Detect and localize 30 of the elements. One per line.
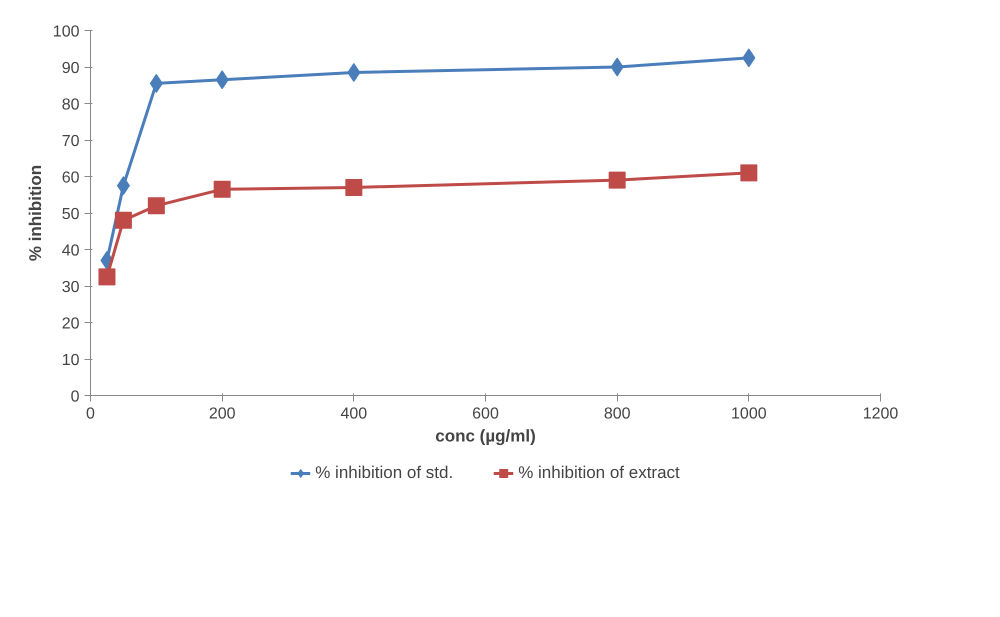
point [214, 180, 231, 198]
point [114, 212, 132, 229]
point [98, 268, 116, 286]
x-tick-label: 400 [340, 406, 368, 422]
y-tick-label: 50 [62, 206, 80, 223]
point [608, 172, 626, 189]
y-tick-label: 60 [62, 170, 80, 186]
y-tick-label: 80 [62, 96, 80, 114]
y-tick-label: 100 [52, 24, 80, 40]
y-tick-label: 10 [62, 352, 80, 369]
y-tick-label: 70 [62, 133, 80, 150]
x-tick-label: 200 [208, 406, 236, 422]
y-axis-title: % inhibition [26, 164, 45, 262]
y-tick-label: 20 [62, 316, 80, 332]
legend-label: % inhibition of std. [315, 463, 454, 483]
point [610, 58, 624, 76]
point [345, 178, 362, 196]
y-tick-label: 40 [62, 242, 80, 260]
x-tick-label: 1000 [731, 406, 767, 422]
y-tick-label: 30 [62, 279, 80, 296]
y-tick-label: 90 [62, 60, 80, 77]
y-tick-label: 0 [70, 388, 80, 406]
x-tick-label: 800 [604, 406, 631, 422]
x-tick-label: 0 [86, 406, 96, 422]
x-axis-title: conc (µg/ml) [435, 426, 536, 446]
point [148, 197, 165, 214]
x-tick-label: 600 [472, 406, 499, 422]
point [740, 164, 758, 182]
x-tick-label: 1200 [862, 406, 898, 422]
legend-label: % inhibition of extract [518, 463, 680, 483]
